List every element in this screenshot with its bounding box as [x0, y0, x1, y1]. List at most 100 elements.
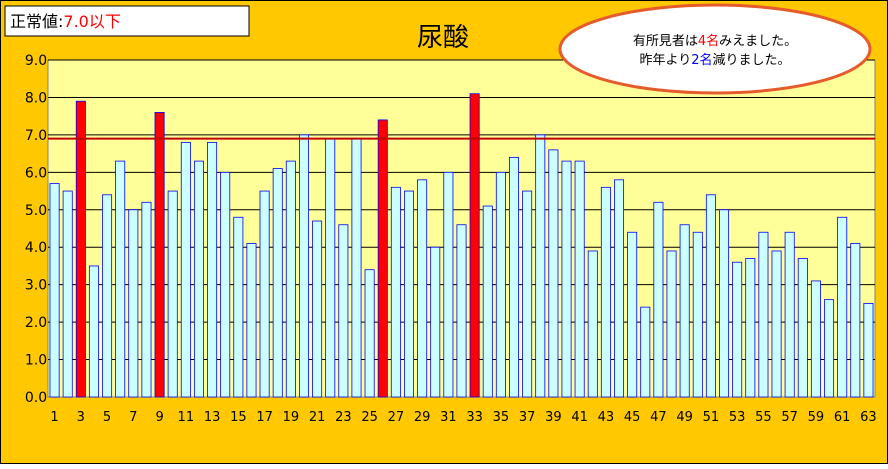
bar: [102, 194, 113, 398]
bar: [548, 149, 559, 398]
callout-line-2-number: 2名: [691, 52, 712, 68]
y-tick-label: 0.0: [25, 390, 47, 406]
bar: [863, 302, 874, 398]
bar-abnormal: [469, 93, 480, 398]
bar: [141, 201, 152, 398]
x-tick-label: 49: [676, 410, 693, 425]
bar: [443, 171, 454, 398]
x-tick-label: 9: [155, 410, 163, 425]
x-tick-label: 55: [755, 410, 772, 425]
callout-line-1-suffix: みえました。: [719, 34, 797, 49]
bar: [298, 134, 309, 398]
bar: [272, 168, 283, 398]
callout-line-1: 有所見者は4名みえました。: [633, 33, 797, 49]
bar: [233, 216, 244, 398]
bar: [403, 190, 414, 398]
normal-value-box: 正常値:7.0以下: [4, 5, 250, 37]
x-tick-label: 21: [309, 410, 326, 425]
bar: [679, 224, 690, 398]
y-tick-label: 5.0: [25, 203, 47, 219]
bar: [535, 134, 546, 398]
bar: [837, 216, 848, 398]
x-tick-label: 43: [598, 410, 615, 425]
x-tick-label: 33: [466, 410, 483, 425]
y-tick-label: 2.0: [25, 315, 47, 331]
x-tick-label: 61: [834, 410, 851, 425]
x-tick-label: 1: [50, 410, 58, 425]
bar: [364, 269, 375, 398]
y-tick-label: 7.0: [25, 128, 47, 144]
x-axis-tick-labels: 1 3 5 7 9 11 13 15 17 19 21 23 25 27 29 31 33 35 37 39 41 43 4…: [50, 410, 876, 425]
y-tick-label: 3.0: [25, 278, 47, 294]
callout-line-2: 昨年より2名減りました。: [639, 52, 790, 68]
bar: [640, 306, 651, 398]
x-tick-label: 51: [703, 410, 720, 425]
bar-abnormal: [377, 119, 388, 398]
y-tick-label: 8.0: [25, 90, 47, 106]
bar: [522, 190, 533, 398]
bar: [285, 160, 296, 398]
bar: [600, 186, 611, 398]
bar: [587, 250, 598, 398]
x-tick-label: 47: [650, 410, 667, 425]
bar: [115, 160, 126, 398]
bar: [207, 141, 218, 398]
x-tick-label: 31: [440, 410, 457, 425]
chart-title: 尿酸: [417, 23, 469, 53]
normal-value-box-frame: [4, 5, 250, 37]
bar: [495, 171, 506, 398]
bar-abnormal: [154, 112, 165, 398]
bar: [88, 265, 99, 398]
bar: [390, 186, 401, 398]
callout-line-2-suffix: 減りました。: [713, 52, 791, 68]
bar: [732, 261, 743, 398]
x-tick-label: 29: [414, 410, 431, 425]
normal-value-text: 正常値:7.0以下: [10, 12, 121, 31]
bar: [128, 209, 139, 398]
bar: [666, 250, 677, 398]
x-tick-label: 15: [230, 410, 247, 425]
x-tick-label: 17: [256, 410, 273, 425]
bar: [456, 224, 467, 398]
callout-ellipse: [558, 3, 872, 95]
normal-value-label: 正常値:: [10, 12, 63, 31]
x-tick-label: 57: [781, 410, 798, 425]
bar: [771, 250, 782, 398]
bar: [62, 190, 73, 398]
bar: [180, 141, 191, 398]
x-tick-label: 39: [545, 410, 562, 425]
x-tick-label: 35: [493, 410, 510, 425]
x-tick-label: 5: [103, 410, 111, 425]
bar: [259, 190, 270, 398]
x-tick-label: 13: [204, 410, 221, 425]
callout-line-2-prefix: 昨年より: [639, 53, 691, 68]
bar: [784, 231, 795, 398]
bar: [325, 138, 336, 398]
x-tick-label: 25: [361, 410, 378, 425]
bar: [561, 160, 572, 398]
bar-abnormal: [75, 100, 86, 398]
bar: [246, 243, 257, 398]
y-tick-label: 4.0: [25, 240, 47, 256]
bar: [614, 179, 625, 398]
x-tick-label: 37: [519, 410, 536, 425]
y-tick-label: 1.0: [25, 353, 47, 369]
x-tick-label: 3: [77, 410, 85, 425]
y-tick-label: 9.0: [25, 53, 47, 69]
bar: [824, 299, 835, 398]
bar: [417, 179, 428, 398]
bar: [351, 138, 362, 398]
bar: [850, 243, 861, 398]
y-axis-tick-labels: 0.0 1.0 2.0 3.0 4.0 5.0 6.0 7.0 8.0 9.0: [25, 53, 47, 406]
bar: [312, 220, 323, 398]
bar: [167, 190, 178, 398]
x-tick-label: 53: [729, 410, 746, 425]
bar: [574, 160, 585, 398]
bar: [49, 183, 60, 398]
bar: [758, 231, 769, 398]
x-tick-label: 41: [571, 410, 588, 425]
x-tick-label: 11: [178, 410, 195, 425]
bar: [797, 258, 808, 398]
